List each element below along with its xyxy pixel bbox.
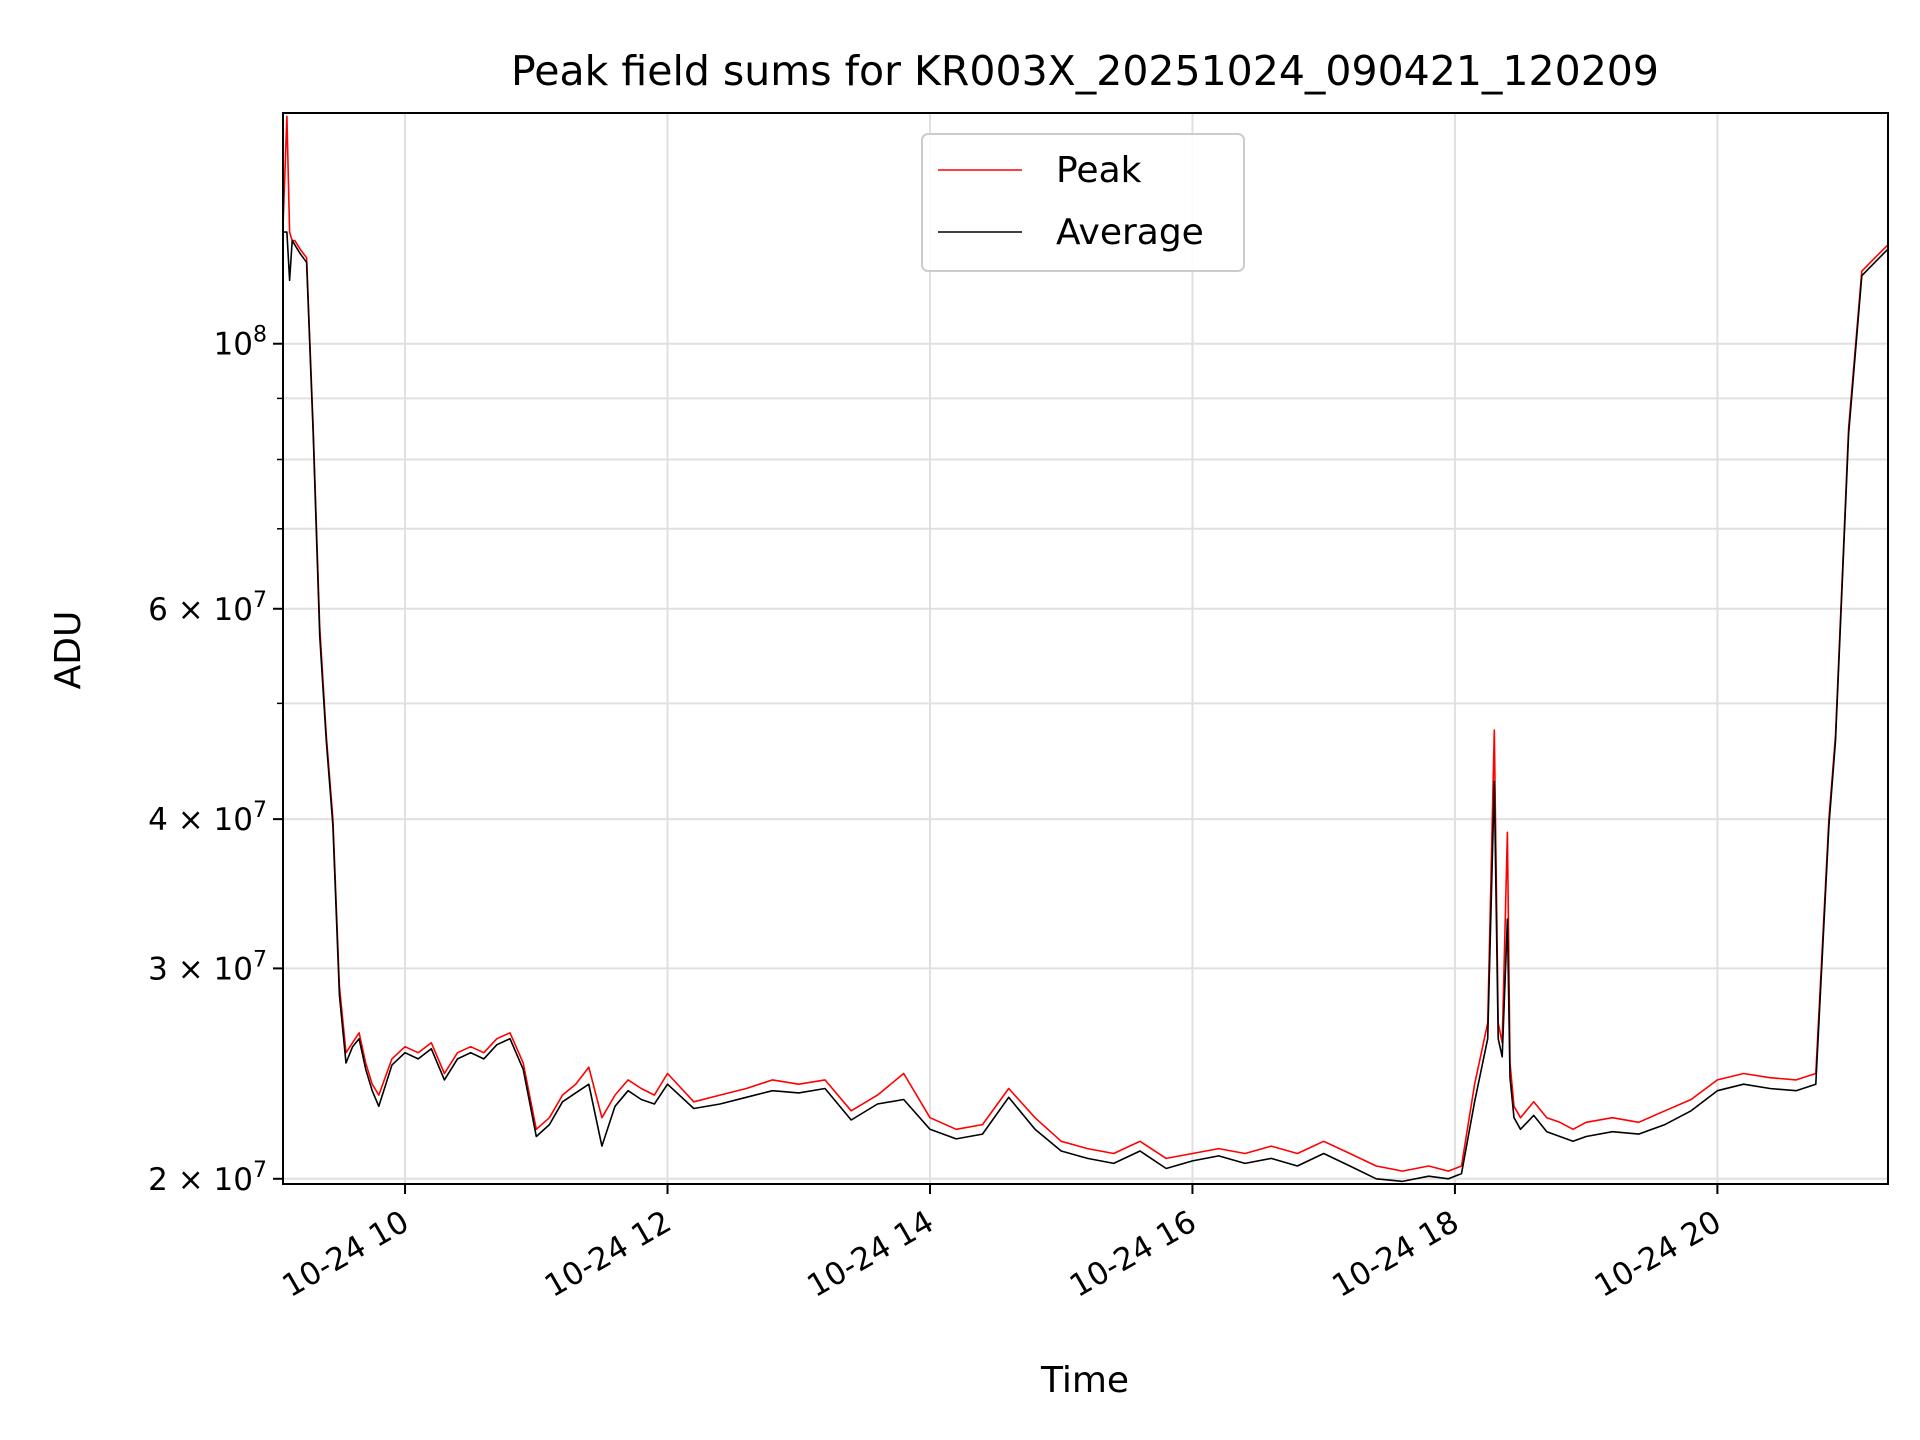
y-tick-label: 3 × 107	[148, 947, 267, 987]
legend-label-average: Average	[1056, 212, 1204, 253]
legend-label-peak: Peak	[1056, 150, 1142, 191]
y-tick-exponent: 8	[253, 323, 267, 348]
y-tick-label: 2 × 107	[148, 1158, 267, 1198]
x-axis-label: Time	[1040, 1360, 1129, 1401]
series-layer	[282, 115, 1889, 1183]
y-tick-label: 4 × 107	[148, 798, 267, 838]
y-tick-exponent: 7	[253, 1158, 267, 1183]
y-tick-label: 6 × 107	[148, 588, 267, 628]
series-line-average	[283, 231, 1889, 1183]
y-tick-exponent: 7	[253, 798, 267, 823]
plot-frame	[282, 112, 1889, 1185]
legend-box	[921, 133, 1245, 272]
chart-title: Peak field sums for KR003X_20251024_0904…	[511, 47, 1659, 95]
grid	[283, 113, 1888, 1184]
y-tick-base: 4 × 10	[148, 802, 253, 838]
series-line-peak	[282, 115, 1889, 1172]
y-tick-base: 6 × 10	[148, 592, 253, 628]
y-tick-exponent: 7	[253, 947, 267, 972]
y-tick-label: 108	[214, 323, 267, 363]
y-tick-exponent: 7	[253, 588, 267, 613]
y-tick-base: 2 × 10	[148, 1162, 253, 1198]
y-tick-base: 3 × 10	[148, 951, 253, 987]
legend: Peak Average	[921, 133, 1245, 272]
y-axis-label: ADU	[48, 611, 89, 690]
y-tick-base: 10	[214, 327, 253, 363]
